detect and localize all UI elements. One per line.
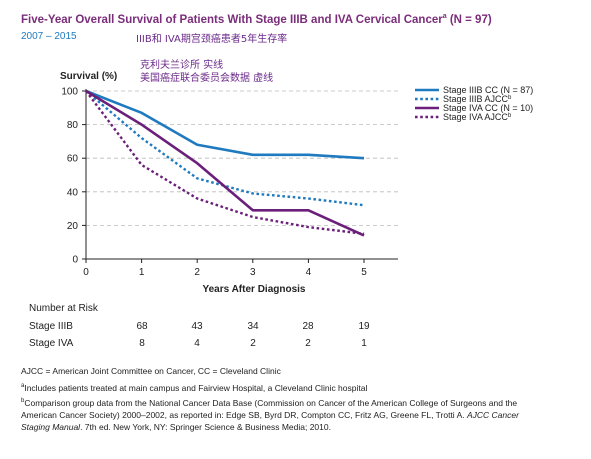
series-line xyxy=(85,89,365,237)
risk-cell: 2 xyxy=(305,338,311,349)
x-tick-label: 4 xyxy=(306,267,312,278)
risk-row-label: Stage IIIB xyxy=(29,321,73,332)
y-tick-label: 80 xyxy=(67,120,79,131)
overlay-caption-1: IIIB和 IVA期宫颈癌患者5年生存率 xyxy=(136,34,288,45)
x-tick-label: 5 xyxy=(361,267,367,278)
risk-cell: 19 xyxy=(358,321,370,332)
axes: 0 20 40 60 80 100 0 1 2 3 4 5 xyxy=(61,87,398,278)
chart-title: Five-Year Overall Survival of Patients W… xyxy=(21,13,492,26)
risk-row-label: Stage IVA xyxy=(29,338,74,349)
risk-cell: 43 xyxy=(191,321,203,332)
risk-table-title: Number at Risk xyxy=(29,303,98,314)
risk-cell: 2 xyxy=(250,338,256,349)
x-tick-label: 0 xyxy=(83,267,89,278)
footnote-a-text: Includes patients treated at main campus… xyxy=(24,382,368,393)
series-line xyxy=(85,89,365,160)
footnote-b-text: . 7th ed. New York, NY: Springer Science… xyxy=(80,421,331,432)
risk-cell: 34 xyxy=(247,321,259,332)
overlay-caption-2: 克利夫兰诊所 实线 xyxy=(140,60,224,71)
grid-lines xyxy=(86,90,398,226)
footnote-b-line: Staging Manual. 7th ed. New York, NY: Sp… xyxy=(21,421,519,433)
legend-label: Stage IIIB CC (N = 87) xyxy=(443,85,533,95)
legend-footnote-mark: b xyxy=(508,113,512,119)
risk-cell: 68 xyxy=(136,321,148,332)
footnote-b-mark: b xyxy=(21,398,25,404)
x-axis-title: Years After Diagnosis xyxy=(202,284,305,295)
title-tail: (N = 97) xyxy=(446,13,492,26)
footnote-b-line: American Cancer Society) 2000–2002, as r… xyxy=(21,409,519,421)
chart-subtitle: 2007 – 2015 xyxy=(21,31,77,42)
footnote-b-citation-title: AJCC Cancer xyxy=(466,409,519,420)
y-tick-label: 20 xyxy=(67,221,79,232)
footnote-b: bComparison group data from the National… xyxy=(21,395,519,433)
x-tick-label: 3 xyxy=(250,267,256,278)
legend-footnote-mark: b xyxy=(508,95,512,101)
footnote-b-citation-title: Staging Manual xyxy=(21,421,81,432)
footnote-a-mark: a xyxy=(21,383,25,389)
y-tick-label: 40 xyxy=(67,187,79,198)
overlay-caption-3: 美国癌症联合委员会数据 虚线 xyxy=(140,73,274,84)
footnote-b-text: Comparison group data from the National … xyxy=(24,397,518,408)
x-tick-label: 2 xyxy=(194,267,200,278)
y-axis-title: Survival (%) xyxy=(60,71,117,82)
risk-cell: 4 xyxy=(194,338,200,349)
risk-cell: 1 xyxy=(361,338,367,349)
legend-label: Stage IIIB AJCCb xyxy=(443,94,512,104)
footnote-b-line: bComparison group data from the National… xyxy=(21,395,519,409)
y-tick-label: 100 xyxy=(61,87,78,98)
legend-label: Stage IVA AJCCb xyxy=(443,112,512,122)
risk-cell: 8 xyxy=(139,338,145,349)
footnote-abbreviations: AJCC = American Joint Committee on Cance… xyxy=(21,366,281,376)
footnote-b-text: American Cancer Society) 2000–2002, as r… xyxy=(21,409,467,420)
title-footnote-mark: a xyxy=(442,13,447,20)
legend: Stage IIIB CC (N = 87)Stage IIIB AJCCbSt… xyxy=(415,85,533,122)
series-lines xyxy=(85,89,365,237)
x-tick-label: 1 xyxy=(139,267,145,278)
legend-label: Stage IVA CC (N = 10) xyxy=(443,103,533,113)
series-line xyxy=(85,90,365,235)
survival-chart: 0 20 40 60 80 100 0 1 2 3 4 5 Stage IIIB CC (N = 87… xyxy=(60,71,533,295)
title-main: Five-Year Overall Survival of Patients W… xyxy=(21,13,443,26)
risk-cell: 28 xyxy=(302,321,314,332)
footnote-a: aIncludes patients treated at main campu… xyxy=(21,380,367,394)
y-tick-label: 0 xyxy=(72,255,78,266)
y-tick-label: 60 xyxy=(67,154,79,165)
